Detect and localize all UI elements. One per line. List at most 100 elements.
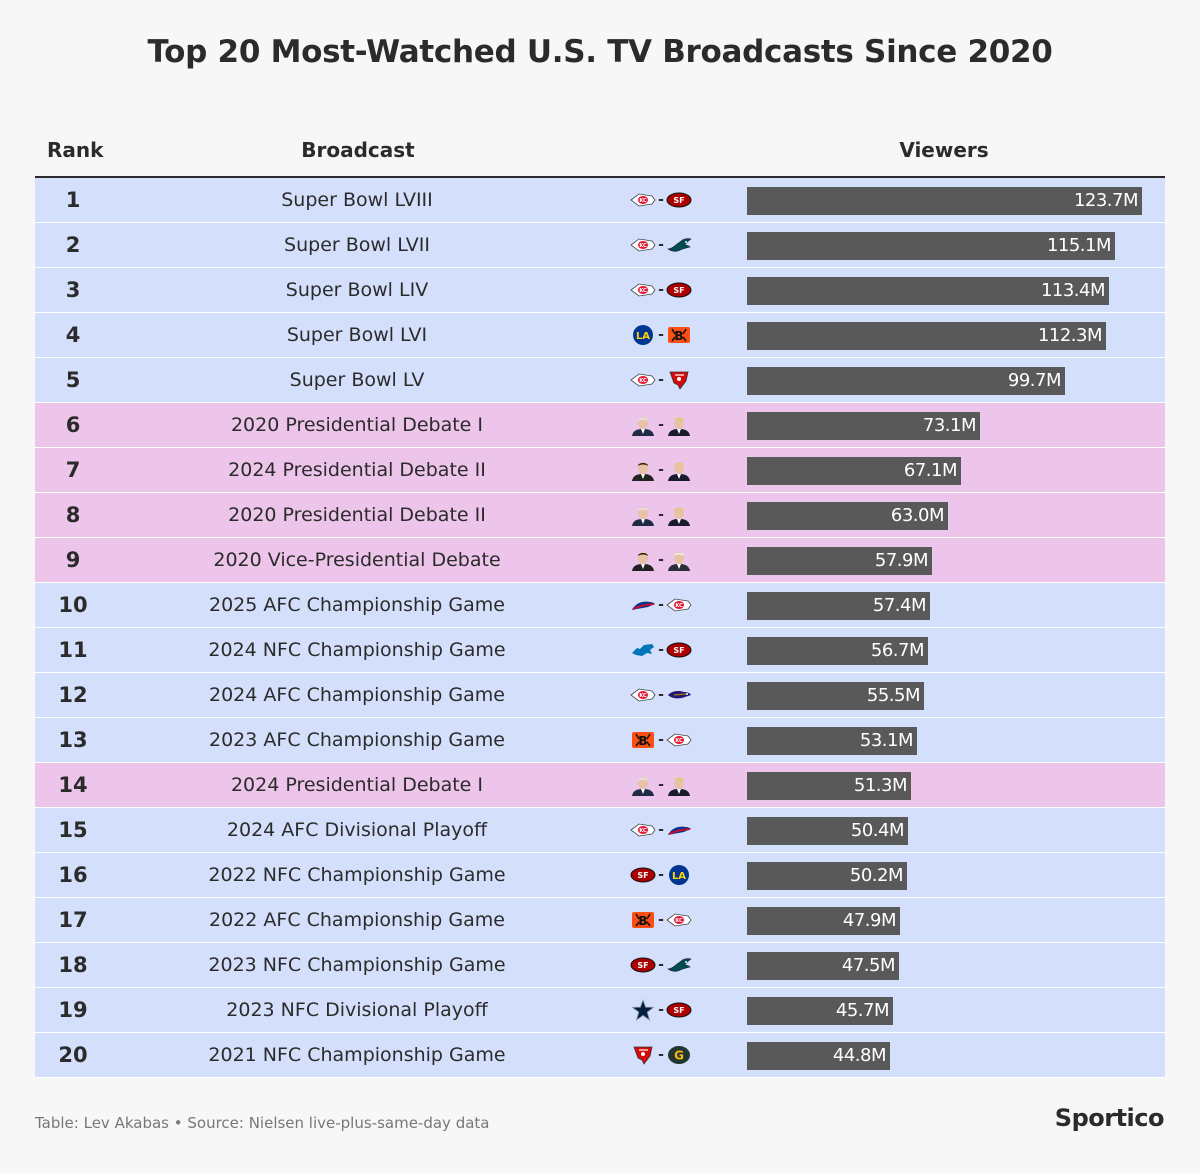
table-row: 10 2025 AFC Championship Game - KC 57.4M [35,583,1165,628]
viewers-value-label: 123.7M [1073,190,1139,211]
broadcast-name: 2020 Vice-Presidential Debate [213,549,501,571]
matchup-separator: - [658,867,664,883]
viewers-value-label: 99.7M [1007,370,1062,391]
broadcast-name: 2024 NFC Championship Game [208,639,506,661]
matchup-icons: - SF [623,998,699,1022]
viewers-value-label: 63.0M [890,505,945,526]
svg-text:KC: KC [639,288,647,294]
sportico-logo: Sportico [1054,1104,1165,1132]
svg-text:G: G [674,1049,684,1063]
rank-cell: 2 [65,233,81,257]
49ers-logo-icon: SF [630,954,656,976]
matchup-separator: - [658,192,664,208]
biden-portrait-icon [630,774,656,796]
viewers-value-label: 113.4M [1040,280,1106,301]
matchup-separator: - [658,552,664,568]
matchup-separator: - [658,777,664,793]
svg-text:B: B [674,329,683,343]
chart-title: Top 20 Most-Watched U.S. TV Broadcasts S… [147,34,1053,70]
bengals-logo-icon: B [666,324,692,346]
table-row: 16 2022 NFC Championship Game SF - LA 50.2M [35,853,1165,898]
matchup-icons: LA - B [623,323,699,347]
table-row: 11 2024 NFC Championship Game - SF 56.7M [35,628,1165,673]
svg-text:B: B [639,914,648,928]
rank-cell: 20 [58,1043,88,1067]
svg-text:KC: KC [639,828,647,834]
viewers-value-label: 55.5M [866,685,921,706]
rank-cell: 10 [58,593,88,617]
viewers-bar: 113.4M [747,277,1109,305]
svg-text:SF: SF [673,1006,684,1015]
viewers-bar: 112.3M [747,322,1106,350]
viewers-bar: 47.5M [747,952,899,980]
viewers-bar: 99.7M [747,367,1065,395]
matchup-icons: - [623,458,699,482]
49ers-logo-icon: SF [666,279,692,301]
pence-portrait-icon [666,549,692,571]
table-row: 4 Super Bowl LVI LA - B 112.3M [35,313,1165,358]
trump-portrait-icon [666,414,692,436]
buccaneers-logo-icon [666,369,692,391]
viewers-value-label: 57.4M [872,595,927,616]
broadcast-name: Super Bowl LVI [286,324,428,346]
viewers-value-label: 73.1M [922,415,977,436]
svg-text:KC: KC [639,693,647,699]
viewers-value-label: 44.8M [832,1045,887,1066]
table-row: 6 2020 Presidential Debate I - 73.1M [35,403,1165,448]
rank-cell: 14 [58,773,88,797]
viewers-bar: 55.5M [747,682,924,710]
rank-cell: 4 [65,323,81,347]
matchup-separator: - [658,687,664,703]
rank-cell: 18 [58,953,88,977]
rank-cell: 9 [65,548,81,572]
svg-text:SF: SF [637,871,648,880]
viewers-value-label: 45.7M [835,1000,890,1021]
table-row: 8 2020 Presidential Debate II - 63.0M [35,493,1165,538]
matchup-icons: B - KC [623,728,699,752]
matchup-separator: - [658,507,664,523]
bills-logo-icon [630,594,656,616]
rank-cell: 13 [58,728,88,752]
rams-logo-icon: LA [666,864,692,886]
viewers-bar: 50.4M [747,817,908,845]
svg-text:KC: KC [675,603,683,609]
rank-column-header: Rank [47,138,104,162]
matchup-separator: - [658,1002,664,1018]
matchup-separator: - [658,912,664,928]
broadcast-name: 2025 AFC Championship Game [209,594,505,616]
broadcast-name: 2024 AFC Divisional Playoff [226,819,488,841]
table-row: 14 2024 Presidential Debate I - 51.3M [35,763,1165,808]
table-row: 13 2023 AFC Championship Game B - KC 53.1M [35,718,1165,763]
svg-text:SF: SF [673,196,684,205]
chiefs-logo-icon: KC [630,189,656,211]
matchup-icons: - [623,413,699,437]
matchup-separator: - [658,282,664,298]
matchup-icons: SF - [623,953,699,977]
viewers-value-label: 67.1M [903,460,958,481]
rank-cell: 5 [65,368,81,392]
chiefs-logo-icon: KC [630,279,656,301]
matchup-icons: KC - [623,683,699,707]
viewers-bar: 44.8M [747,1042,890,1070]
matchup-separator: - [658,957,664,973]
rank-cell: 15 [58,818,88,842]
matchup-icons: - KC [623,593,699,617]
chiefs-logo-icon: KC [630,684,656,706]
lions-logo-icon [630,639,656,661]
matchup-separator: - [658,732,664,748]
svg-text:KC: KC [639,243,647,249]
matchup-icons: - SF [623,638,699,662]
viewers-value-label: 50.2M [849,865,904,886]
rank-cell: 17 [58,908,88,932]
svg-text:B: B [639,734,648,748]
viewers-bar: 51.3M [747,772,911,800]
viewers-value-label: 47.9M [842,910,897,931]
packers-logo-icon: G [666,1044,692,1066]
eagles-logo-icon [666,954,692,976]
trump-portrait-icon [666,774,692,796]
chiefs-logo-icon: KC [666,909,692,931]
source-note: Table: Lev Akabas • Source: Nielsen live… [35,1114,490,1132]
viewers-value-label: 112.3M [1037,325,1103,346]
rank-cell: 3 [65,278,81,302]
rank-cell: 16 [58,863,88,887]
